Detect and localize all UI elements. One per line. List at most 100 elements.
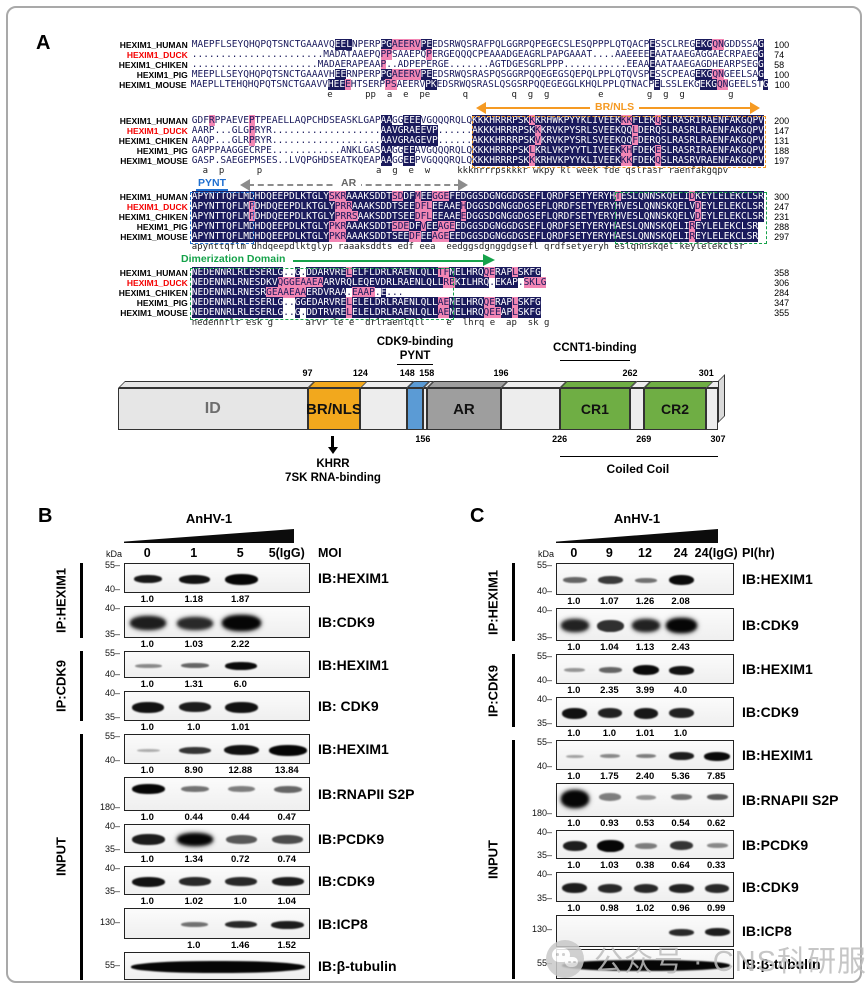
protein-band (560, 619, 589, 632)
residue-segment: PKR (329, 221, 347, 232)
residue-segment: AA (380, 115, 393, 126)
residue-segment: AEERV (391, 39, 421, 50)
arrowhead-right-icon (458, 179, 468, 191)
protein-band (272, 835, 304, 844)
species-name: HEXIM1_CHIKEN (118, 288, 188, 298)
protein-band (180, 786, 209, 792)
ib-label: IB:HEXIM1 (318, 570, 389, 586)
blot-group-title: AnHV-1 (185, 511, 233, 526)
residue-segment: V (534, 135, 541, 146)
domain-bar-top-face (307, 381, 368, 388)
protein-band (596, 619, 624, 632)
lane-label: 24(IgG) (694, 546, 738, 560)
quantification-value: 1.0 (187, 940, 201, 951)
protein-band (706, 794, 728, 800)
blot-box (124, 734, 310, 764)
panel-a-label: A (36, 32, 51, 54)
residue-segment: AAVGRAGEVP (380, 135, 438, 146)
residue-segment: . (300, 267, 307, 278)
residue-segment: AA (380, 145, 392, 156)
residue-segment: L (529, 145, 535, 156)
domain-segment-label: AR (453, 400, 475, 418)
residue-number: 197 (774, 156, 790, 166)
pynt-label: PYNT (196, 177, 229, 191)
alignment-row: HEXIM1_DUCK .......................MADATA… (98, 49, 814, 60)
residue-segment: ESLQNNSKQELI (620, 221, 690, 232)
residue-segment: AAVGRAEEVP (380, 125, 438, 136)
residue-number: 100 (774, 80, 790, 90)
quantification-value: 7.85 (706, 771, 726, 782)
quantification-value: 13.84 (274, 765, 299, 776)
protein-band (632, 619, 660, 632)
blot-box (556, 608, 734, 641)
residue-segment: EYLELEKCLSR (695, 231, 759, 242)
lane-label: 24 (673, 546, 688, 560)
residue-segment: TF (437, 267, 450, 278)
residue-segment: P (248, 125, 255, 136)
ip-group-label: IP:HEXIM1 (485, 569, 501, 635)
sequence: AARP...GLGPRYR...................AAVGRAE… (191, 125, 766, 136)
residue-segment: F (248, 211, 255, 222)
species-name: HEXIM1_MOUSE (120, 232, 188, 242)
residue-segment: EEAAE (432, 211, 461, 222)
residue-segment: EYLELEKCLSR (695, 221, 759, 232)
species-name: HEXIM1_CHIKEN (118, 60, 188, 70)
residue-number: 306 (774, 278, 790, 288)
protein-band (225, 661, 258, 670)
khrr-label: KHRR (316, 458, 350, 470)
consensus-sequence: a p p a g e w kkkhrrrpskkkr wkpy kl week… (191, 166, 729, 176)
quantification-value: 1.87 (231, 594, 250, 605)
domain-segment-id: ID (118, 388, 308, 430)
residue-segment: E (380, 287, 387, 298)
protein-band (671, 794, 692, 800)
protein-band (227, 786, 255, 792)
residue-segment: DDARVRE (306, 267, 347, 278)
protein-band (178, 746, 211, 754)
residue-number: 100 (774, 40, 790, 50)
residue-number: 347 (774, 298, 790, 308)
coiled-coil-line (559, 456, 718, 457)
alignment-row: HEXIM1_MOUSE MAEPLLTEHQHQPQTSNCTGAAVVHEEE… (98, 79, 814, 90)
residue-segment: AAQP...GLR (191, 135, 249, 146)
residue-segment: EE (403, 155, 415, 166)
alignment-row: HEXIM1_HUMAN NEDENNRLRLESERLG..G.DDARVREL… (98, 267, 814, 278)
residue-segment: PP (380, 49, 392, 60)
residue-segment: G (294, 267, 301, 278)
annotation-row: Dimerization Domain (98, 252, 814, 268)
protein-band (131, 784, 165, 794)
blot-box (124, 563, 310, 593)
unit-label: MOI (318, 546, 342, 560)
residue-segment: GASP.SAEGEPMSES..LVQPGHDSEATKQEAP (191, 155, 381, 166)
residue-segment: APYNTTQFLMDHDQEEPDLKTGLY (191, 191, 330, 202)
quantification-value: 1.01 (231, 722, 250, 733)
residue-segment: G (758, 39, 764, 50)
residue-segment: KRVKPYSRLSVEEKQQ (540, 135, 633, 146)
alignment-row: HEXIM1_HUMAN APYNTTQFLMDHDQEEPDLKTGLYSKRA… (98, 191, 814, 202)
kda-marker: 55– (536, 957, 552, 968)
residue-number: 188 (774, 146, 790, 156)
residue-segment: M (414, 191, 421, 202)
protein-band (176, 616, 213, 630)
domain-tick-bottom: 226 (552, 434, 568, 444)
protein-band (670, 841, 693, 850)
residue-segment: AARP...GLG (191, 125, 249, 136)
kda-marker: 40– (536, 694, 552, 704)
residue-segment: EEAAE (432, 201, 461, 212)
residue-segment: P (248, 115, 255, 126)
protein-band (273, 785, 302, 793)
residue-segment: RYR................... (254, 135, 381, 146)
kda-marker: 35– (104, 886, 120, 896)
protein-band (134, 575, 163, 583)
kda-marker: 130– (531, 924, 552, 935)
residue-segment: RE (443, 277, 455, 288)
dimerization-domain-label: Dimerization Domain (181, 253, 286, 265)
quantification-value: 1.0 (567, 771, 581, 782)
alignment-block: HEXIM1_HUMAN APYNTTQFLMDHDQEEPDLKTGLYSKRA… (98, 191, 814, 252)
ib-label: IB: CDK9 (318, 698, 379, 714)
residue-segment: E (655, 145, 661, 156)
residue-segment: GGEDARVRE (294, 297, 347, 308)
residue-segment: APYNTTQFLMDHDQEEPDLKTGLY (191, 221, 330, 232)
sequence: APYNTTQFLMDHDQEEPDLKTGLYPKRAAAKSDDTSEEDF… (191, 231, 766, 242)
ip-group-label: INPUT (485, 840, 501, 879)
arrowhead-right-icon (750, 102, 760, 114)
